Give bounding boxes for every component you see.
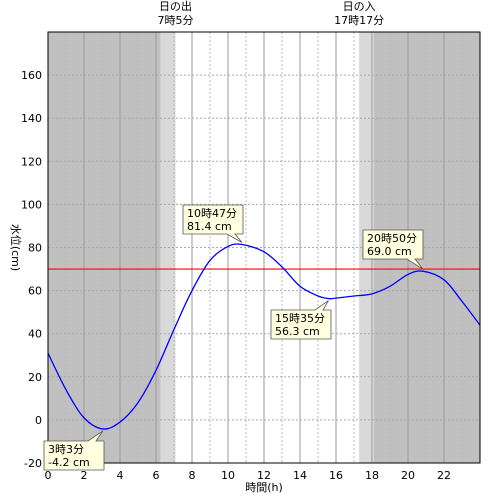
sunset-label: 日の入 (343, 0, 376, 13)
y-tick-label: 120 (21, 155, 42, 168)
x-tick-label: 2 (81, 469, 88, 482)
y-tick-label: 160 (21, 69, 42, 82)
annotation-box (43, 430, 105, 471)
x-tick-label: 8 (189, 469, 196, 482)
annotation-box (270, 300, 332, 340)
y-tick-label: 40 (28, 328, 42, 341)
sunset-time-label: 17時17分 (334, 14, 384, 27)
annotation-value: 81.4 cm (187, 220, 232, 233)
y-tick-label: 80 (28, 242, 42, 255)
annotation-value: 69.0 cm (367, 245, 412, 258)
plot-frame (47, 31, 481, 464)
y-tick-label: 100 (21, 198, 42, 211)
annotation-time: 3時3分 (48, 443, 84, 456)
series-line-layer (47, 243, 481, 430)
annotation-value: -4.2 cm (48, 456, 90, 469)
x-tick-label: 18 (365, 469, 379, 482)
sunrise-time-label: 7時5分 (157, 14, 193, 27)
y-axis-title: 水位(cm) (9, 224, 23, 271)
x-axis-title: 時間(h) (245, 481, 283, 494)
x-tick-label: 22 (437, 469, 451, 482)
annotation-value: 56.3 cm (275, 325, 320, 338)
tick-labels: 0 2 4 6 8 10 12 14 16 18 20 22-20020406080100120140… (21, 69, 451, 482)
x-tick-label: 16 (329, 469, 343, 482)
annotation-time: 15時35分 (275, 312, 325, 325)
annotation-time: 20時50分 (367, 232, 417, 245)
annotation-box (362, 229, 424, 270)
y-tick-label: -20 (24, 457, 42, 470)
y-tick-label: 140 (21, 112, 42, 125)
day-band (175, 32, 360, 463)
x-tick-label: 14 (293, 469, 307, 482)
annotation-time: 10時47分 (187, 207, 237, 220)
y-tick-label: 0 (35, 414, 42, 427)
x-tick-label: 4 (117, 469, 124, 482)
x-tick-label: 6 (153, 469, 160, 482)
x-tick-label: 20 (401, 469, 415, 482)
sun-labels: 日の出 7時5分 日の入 17時17分 (157, 0, 384, 27)
x-tick-label: 10 (221, 469, 235, 482)
series-line-0 (47, 243, 481, 430)
annotation-callout: 3時3分-4.2 cm (43, 430, 105, 471)
annotation-box (182, 204, 244, 243)
y-tick-label: 60 (28, 285, 42, 298)
x-tick-label: 0 (45, 469, 52, 482)
x-tick-label: 12 (257, 469, 271, 482)
y-tick-label: 20 (28, 371, 42, 384)
sunrise-label: 日の出 (159, 0, 192, 13)
